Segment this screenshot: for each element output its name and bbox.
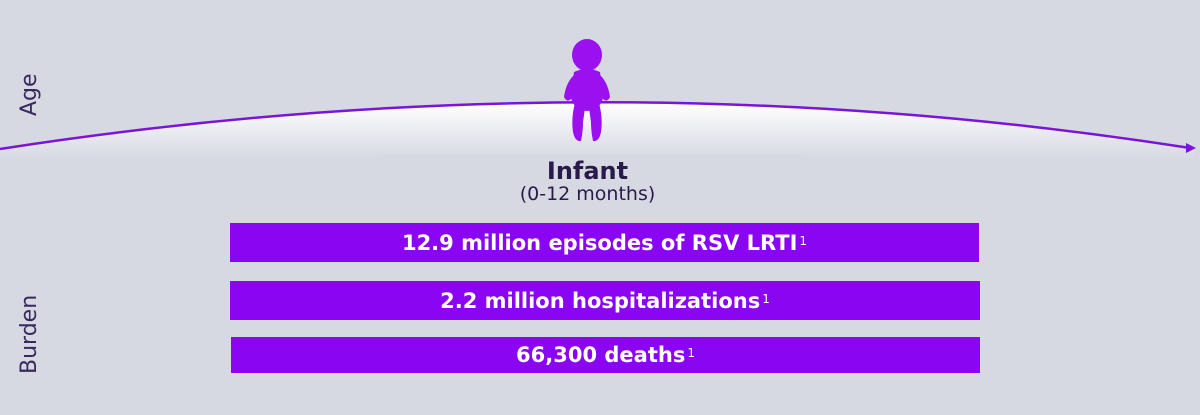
burden-bar-text: 12.9 million episodes of RSV LRTI bbox=[401, 230, 798, 255]
burden-bar-text: 2.2 million hospitalizations bbox=[440, 288, 761, 313]
burden-bar-hospitalizations: 2.2 million hospitalizations 1 bbox=[230, 281, 980, 320]
footnote-marker: 1 bbox=[687, 346, 695, 360]
stage-title: Infant bbox=[546, 157, 629, 185]
age-axis-label: Age bbox=[17, 73, 42, 116]
burden-bar-deaths: 66,300 deaths 1 bbox=[231, 337, 980, 373]
burden-axis-label: Burden bbox=[17, 294, 42, 374]
age-axis-arrowhead bbox=[1186, 143, 1196, 153]
footnote-marker: 1 bbox=[799, 233, 808, 248]
stage-subtitle: (0-12 months) bbox=[519, 183, 656, 205]
burden-bar-text: 66,300 deaths bbox=[516, 343, 686, 367]
baby-icon bbox=[564, 39, 610, 142]
burden-bar-episodes: 12.9 million episodes of RSV LRTI 1 bbox=[230, 223, 979, 262]
footnote-marker: 1 bbox=[762, 291, 770, 306]
